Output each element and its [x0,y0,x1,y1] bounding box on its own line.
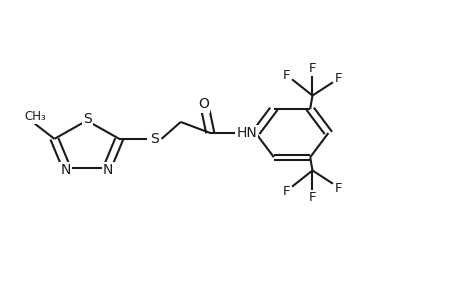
Text: F: F [308,61,315,75]
Text: S: S [150,132,159,146]
Text: F: F [282,69,289,82]
Text: S: S [83,112,92,126]
Text: HN: HN [235,126,257,140]
Text: CH₃: CH₃ [24,110,45,123]
Text: N: N [103,163,113,177]
Text: O: O [197,98,208,111]
Text: F: F [282,185,289,198]
Text: F: F [334,182,342,195]
Text: F: F [308,191,315,204]
Text: F: F [334,72,342,85]
Text: N: N [60,163,71,177]
